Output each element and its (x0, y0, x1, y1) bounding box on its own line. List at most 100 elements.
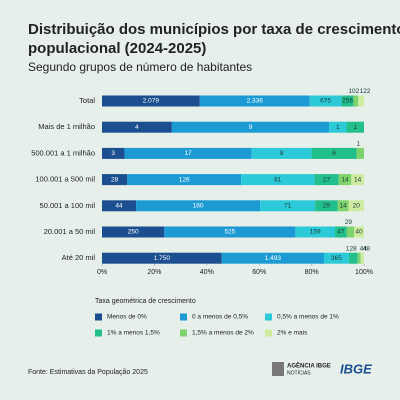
bar-segment (251, 147, 312, 159)
bar-segment (357, 252, 361, 264)
legend-swatch (95, 313, 102, 321)
logo-ibge: IBGE (340, 361, 372, 376)
bar-segment (102, 200, 137, 212)
data-label: 3 (111, 150, 115, 157)
bar-segment (329, 121, 347, 133)
data-label: 71 (284, 203, 292, 210)
bar-segment (102, 252, 222, 264)
bar-segment (127, 174, 242, 186)
data-label: 17 (184, 150, 192, 157)
logo-text: AGÊNCIA IBGE (287, 362, 331, 370)
bar-segment (102, 226, 165, 238)
bar-segment (356, 147, 364, 159)
source: Fonte: Estimativas da População 2025 (28, 369, 148, 376)
bar-segment (102, 95, 200, 107)
chart-title: Distribuição dos municípios por taxa de … (28, 21, 400, 57)
data-label: 128 (346, 245, 357, 252)
bar-segment (358, 95, 364, 107)
legend-swatch (180, 329, 187, 337)
data-label: 6 (332, 150, 336, 157)
data-label: 29 (323, 203, 331, 210)
logo-icon (272, 362, 284, 376)
data-label: 9 (249, 124, 253, 131)
bar-segment (353, 95, 359, 107)
data-label: 126 (179, 176, 190, 183)
y-tick-label: 20.001 a 50 mil (44, 227, 96, 236)
x-tick-label: 60% (252, 269, 266, 276)
data-label: 525 (224, 229, 235, 236)
data-label: 44 (360, 245, 368, 252)
data-label: 44 (115, 203, 123, 210)
bar-segment (354, 226, 364, 238)
data-label: 20 (353, 203, 361, 210)
x-tick-label: 20% (147, 269, 161, 276)
bar-segment (199, 95, 310, 107)
bar-segment (164, 226, 296, 238)
bar-segment (124, 147, 252, 159)
data-label: 40 (355, 229, 363, 236)
legend-title: Taxa geométrica de crescimento (95, 298, 196, 305)
x-tick-label: 0% (97, 269, 107, 276)
data-label: 14 (339, 203, 347, 210)
data-label: 2.336 (247, 98, 264, 105)
y-tick-label: 100.001 a 500 mil (35, 175, 95, 184)
chart-subtitle: Segundo grupos de número de habitantes (28, 60, 252, 74)
data-label: 8 (280, 150, 284, 157)
data-label: 159 (310, 229, 321, 236)
bar-segment (335, 226, 347, 238)
data-label: 1.750 (154, 255, 171, 262)
data-label: 1 (336, 124, 340, 131)
bar-segment (102, 121, 172, 133)
data-label: 14 (341, 176, 349, 183)
bar-segment (346, 226, 355, 238)
data-label: 48 (363, 245, 371, 252)
x-tick-label: 80% (305, 269, 319, 276)
bar-segment (314, 174, 339, 186)
logo-text: NOTÍCIAS (287, 369, 311, 376)
bar-segment (102, 147, 125, 159)
bar-segment (346, 121, 364, 133)
y-tick-label: Total (79, 96, 95, 105)
legend-swatch (265, 313, 272, 321)
data-label: 675 (320, 98, 331, 105)
y-tick-label: Mais de 1 milhão (38, 122, 95, 131)
data-label: 1 (353, 124, 357, 131)
bar-segment (337, 200, 349, 212)
bar-segment (348, 252, 358, 264)
data-label: 1 (356, 141, 360, 148)
data-label: 160 (193, 203, 204, 210)
legend-label: Menos de 0% (107, 314, 147, 321)
data-label: 81 (274, 176, 282, 183)
data-label: 256 (342, 98, 353, 105)
bar-segment (351, 174, 364, 186)
bar-segment (315, 200, 338, 212)
data-label: 102 (348, 88, 359, 95)
bar-segment (260, 200, 316, 212)
bar-segment (323, 252, 349, 264)
data-label: 4 (135, 124, 139, 131)
data-label: 47 (337, 229, 345, 236)
bar-segment (136, 200, 261, 212)
bar-segment (360, 252, 364, 264)
legend-label: 2% e mais (277, 330, 308, 337)
y-tick-label: 50.001 a 100 mil (40, 201, 96, 210)
bar-segment (241, 174, 315, 186)
legend-label: 1% a menos 1,5% (107, 330, 160, 337)
legend-label: 1,5% a menos de 2% (192, 330, 254, 337)
x-tick-label: 100% (355, 269, 373, 276)
data-label: 2.079 (143, 98, 160, 105)
legend-label: 0,5% a menos de 1% (277, 314, 339, 321)
y-tick-label: 500.001 a 1 milhão (31, 148, 95, 157)
bar-segment (171, 121, 330, 133)
legend-swatch (180, 313, 187, 321)
data-label: 365 (331, 255, 342, 262)
data-label: 14 (354, 176, 362, 183)
bar-segment (295, 226, 336, 238)
bar-segment (338, 174, 352, 186)
data-label: 122 (360, 88, 371, 95)
data-label: 1.493 (265, 255, 282, 262)
bar-segment (102, 174, 128, 186)
data-label: 28 (111, 176, 119, 183)
bar-segment (348, 200, 364, 212)
